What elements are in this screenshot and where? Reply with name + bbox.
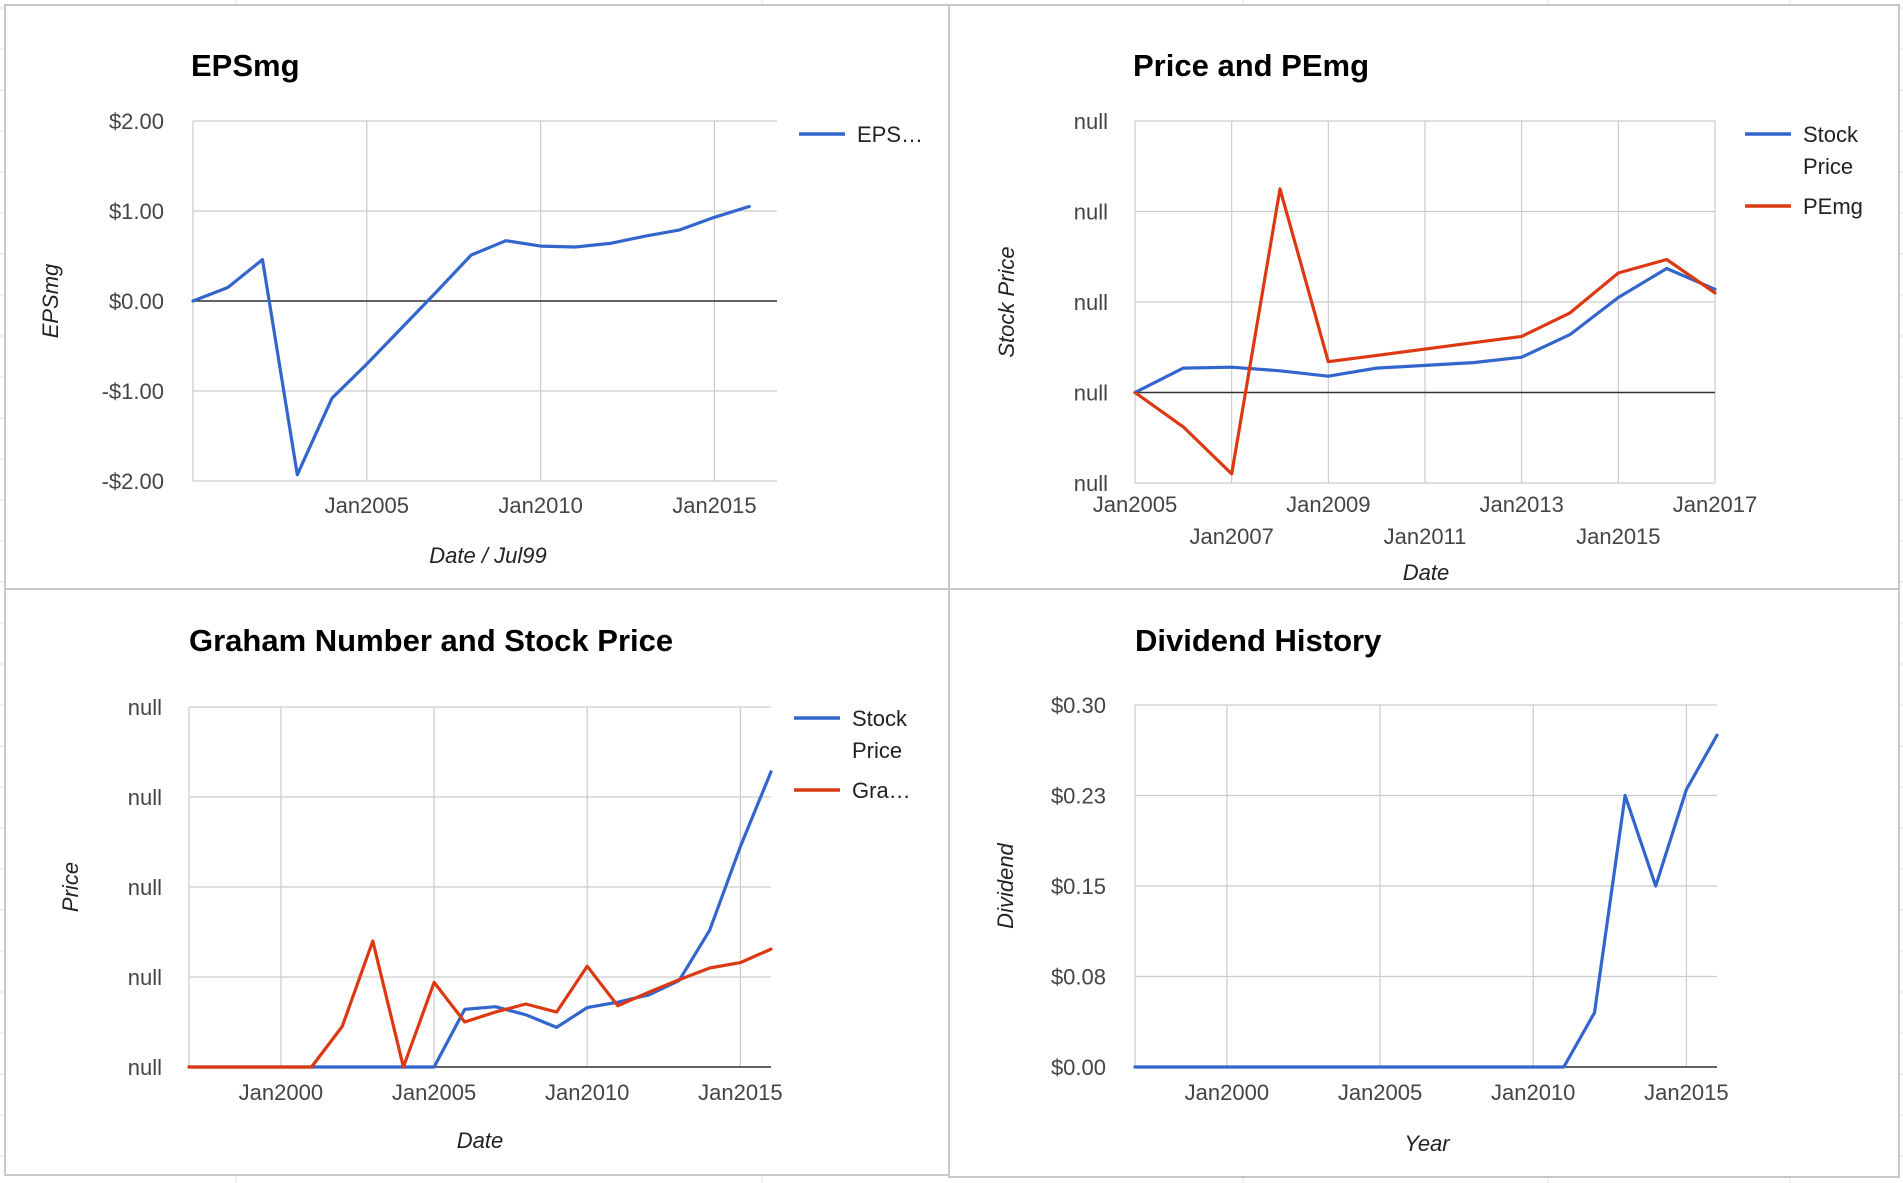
x-tick-label: Jan2015 <box>1576 524 1660 549</box>
price-pemg-chart-panel[interactable]: Price and PEmg null null null null null Jan20… <box>948 4 1900 590</box>
x-tick-label: Jan2000 <box>239 1080 323 1105</box>
y-tick-label: $2.00 <box>109 109 164 134</box>
x-tick-label: Jan2013 <box>1479 492 1563 517</box>
dividend-chart-svg: Dividend History $0.30 $0.23 $0.15 $0.08 $0.… <box>993 623 1729 1156</box>
graham-chart-svg: Graham Number and Stock Price null null nu… <box>58 623 911 1153</box>
y-tick-label: $0.00 <box>1051 1055 1106 1080</box>
graham-chart-title: Graham Number and Stock Price <box>189 623 673 658</box>
x-tick-label: Jan2017 <box>1673 492 1757 517</box>
epsmg-chart-title: EPSmg <box>191 48 300 83</box>
y-tick-label: null <box>128 965 162 990</box>
x-tick-label: Jan2015 <box>672 493 756 518</box>
series-line <box>187 939 773 1069</box>
legend-label: Gra… <box>852 778 911 803</box>
graham-chart-panel[interactable]: Graham Number and Stock Price null null nu… <box>4 588 950 1176</box>
y-tick-label: $0.08 <box>1051 965 1106 990</box>
x-tick-label: Jan2010 <box>545 1080 629 1105</box>
x-axis-title: Year <box>1404 1131 1451 1156</box>
y-tick-label: -$2.00 <box>102 469 164 494</box>
dividend-chart-panel[interactable]: Dividend History $0.30 $0.23 $0.15 $0.08 $0.… <box>948 588 1900 1178</box>
y-axis-title: Stock Price <box>994 246 1019 357</box>
x-tick-label: Jan2009 <box>1286 492 1370 517</box>
legend-label: EPS… <box>857 122 923 147</box>
y-tick-label: null <box>1074 471 1108 496</box>
series-line <box>1133 733 1719 1069</box>
x-tick-label: Jan2015 <box>698 1080 782 1105</box>
price-pemg-chart-svg: Price and PEmg nullnullnullnullnullJan20… <box>994 48 1863 585</box>
x-tick-label: Jan2000 <box>1185 1080 1269 1105</box>
y-tick-label: null <box>128 1055 162 1080</box>
y-tick-label: null <box>1074 200 1108 225</box>
series-line <box>1133 187 1717 476</box>
x-tick-label: Jan2010 <box>498 493 582 518</box>
y-tick-label: null <box>1074 381 1108 406</box>
epsmg-chart-svg: EPSmg $2.00 $1.00 $0.00 -$1.00 -$2.00 Jan2005… <box>38 48 923 568</box>
y-axis-title: Price <box>58 862 83 912</box>
y-tick-label: null <box>1074 290 1108 315</box>
y-axis-title: EPSmg <box>38 263 63 338</box>
y-tick-label: null <box>1074 109 1108 134</box>
x-tick-label: Jan2005 <box>1338 1080 1422 1105</box>
dividend-chart-title: Dividend History <box>1135 623 1382 658</box>
x-tick-label: Jan2010 <box>1491 1080 1575 1105</box>
x-tick-label: Jan2007 <box>1189 524 1273 549</box>
x-axis-title: Date <box>1403 560 1449 585</box>
x-axis-title: Date / Jul99 <box>429 543 546 568</box>
legend-label: PEmg <box>1803 194 1863 219</box>
y-tick-label: $0.23 <box>1051 784 1106 809</box>
series-line <box>191 204 751 477</box>
y-tick-label: $1.00 <box>109 199 164 224</box>
legend-label: Stock Price <box>1803 122 1859 179</box>
y-tick-label: null <box>128 875 162 900</box>
y-tick-label: -$1.00 <box>102 379 164 404</box>
x-axis-title: Date <box>457 1128 503 1153</box>
y-tick-label: $0.15 <box>1051 874 1106 899</box>
series-line <box>187 770 773 1069</box>
x-tick-label: Jan2015 <box>1644 1080 1728 1105</box>
y-tick-label: $0.30 <box>1051 693 1106 718</box>
y-tick-label: null <box>128 785 162 810</box>
epsmg-chart-panel[interactable]: EPSmg $2.00 $1.00 $0.00 -$1.00 -$2.00 Jan2005… <box>4 4 950 590</box>
legend-label: Stock Price <box>852 706 908 763</box>
y-tick-label: null <box>128 695 162 720</box>
y-axis-title: Dividend <box>993 842 1018 928</box>
x-tick-label: Jan2005 <box>392 1080 476 1105</box>
x-tick-label: Jan2005 <box>325 493 409 518</box>
series-line <box>1133 266 1717 395</box>
x-tick-label: Jan2011 <box>1384 524 1467 549</box>
y-tick-label: $0.00 <box>109 289 164 314</box>
x-tick-label: Jan2005 <box>1093 492 1177 517</box>
price-pemg-chart-title: Price and PEmg <box>1133 48 1369 83</box>
